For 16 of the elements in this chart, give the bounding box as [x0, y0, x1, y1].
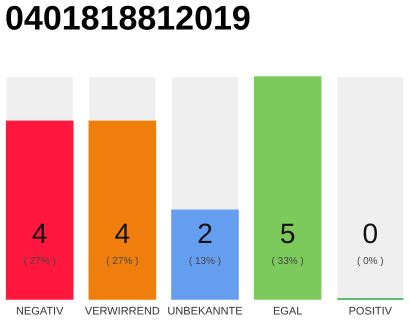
data-label: 4: [114, 218, 130, 249]
x-tick-label: VERWIRREND: [84, 306, 160, 318]
x-tick-label: POSITIV: [348, 306, 393, 318]
x-tick-label: UNBEKANNTE: [167, 306, 243, 318]
x-tick-label: NEGATIV: [16, 306, 64, 318]
annotation: ( 27% ): [24, 256, 56, 267]
annotation: ( 33% ): [272, 256, 304, 267]
data-label: 2: [197, 218, 213, 249]
data-label: 4: [32, 218, 48, 249]
data-label: 5: [280, 218, 296, 249]
annotation: ( 13% ): [188, 256, 222, 267]
x-tick-label: EGAL: [272, 306, 302, 318]
annotation: ( 27% ): [106, 256, 138, 267]
data-label: 0: [362, 218, 378, 249]
chart-title: 0401818812019: [5, 0, 251, 38]
annotation: ( 0% ): [356, 256, 384, 267]
